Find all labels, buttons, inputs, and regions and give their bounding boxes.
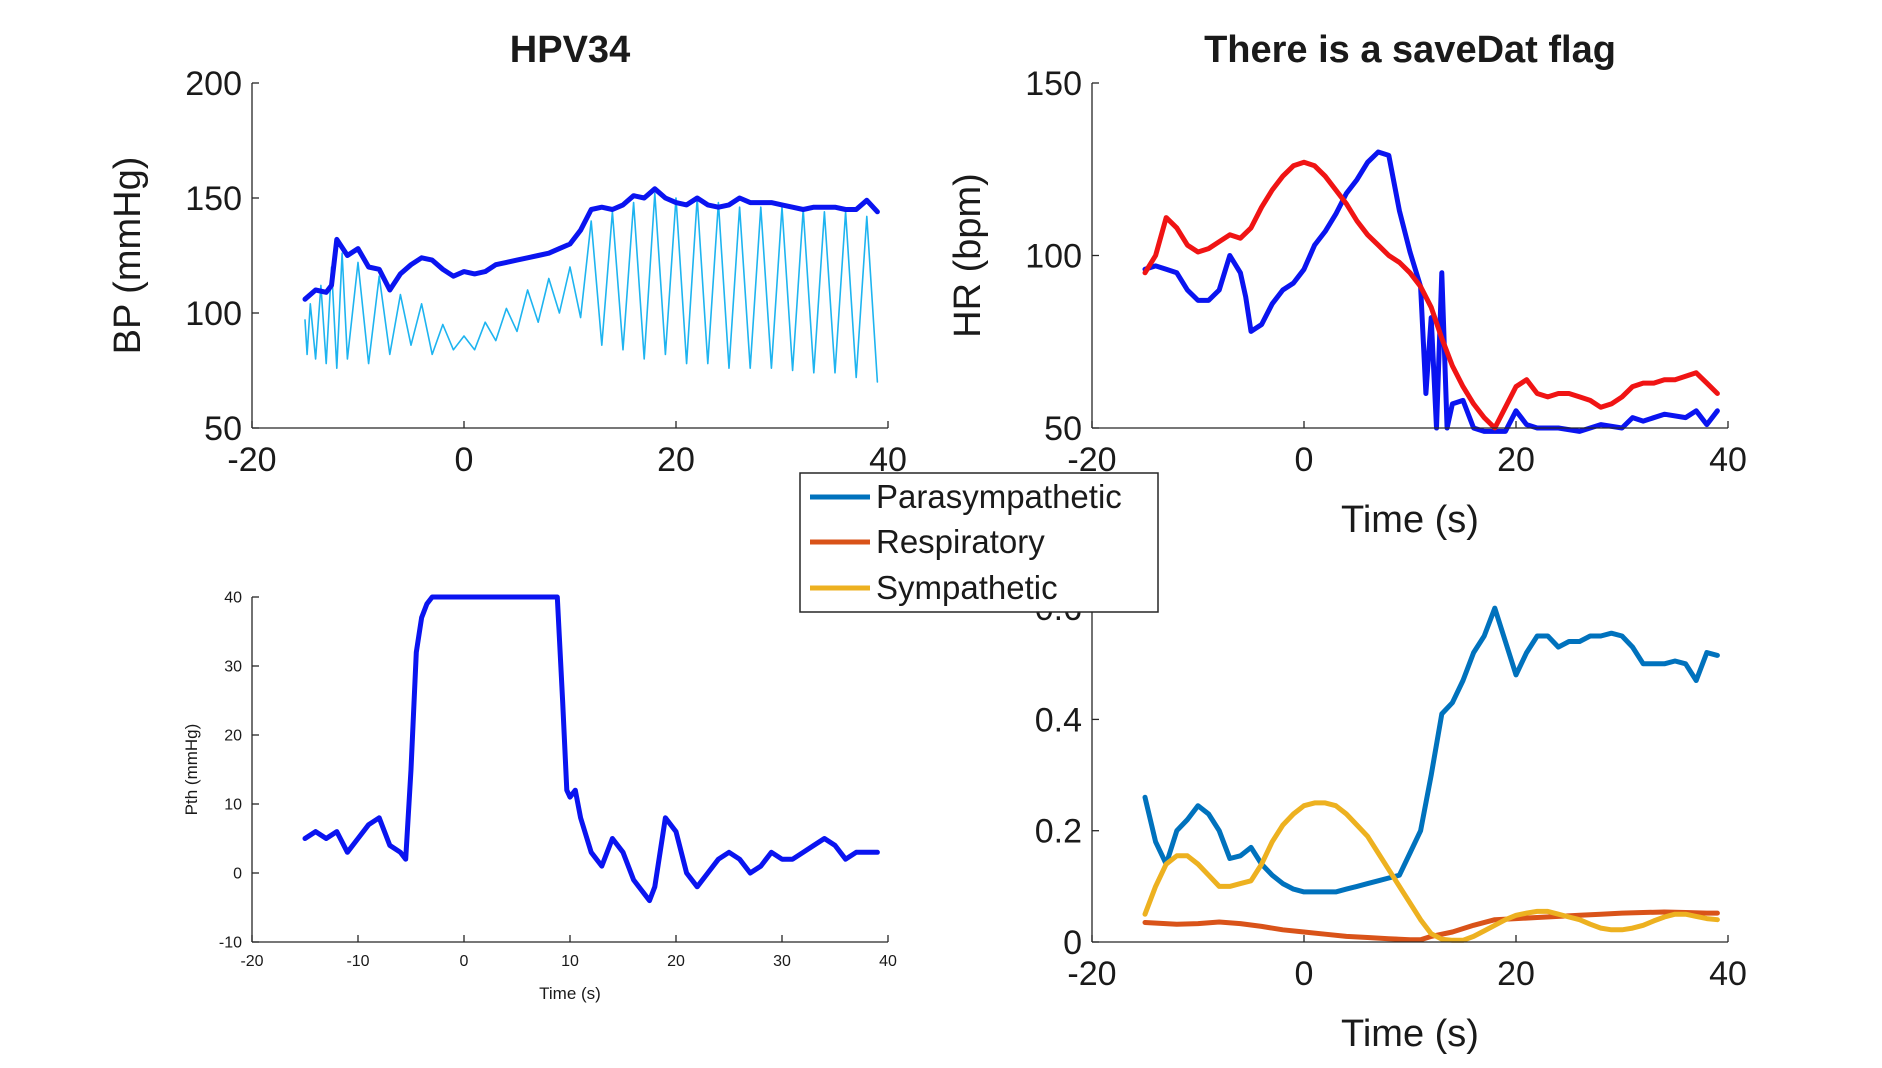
y-tick-label: 0 bbox=[1063, 924, 1082, 962]
y-tick-label: 100 bbox=[185, 295, 242, 333]
y-tick-label: 200 bbox=[185, 65, 242, 103]
x-axis-label: Time (s) bbox=[1341, 499, 1479, 541]
x-tick-label: -20 bbox=[240, 953, 263, 970]
x-tick-label: 20 bbox=[657, 441, 695, 479]
legend-label-respiratory: Respiratory bbox=[876, 523, 1045, 560]
x-tick-label: 10 bbox=[561, 953, 579, 970]
x-tick-label: -10 bbox=[346, 953, 369, 970]
series-line-hr-measured bbox=[1142, 149, 1720, 434]
legend-label-parasympathetic: Parasympathetic bbox=[876, 478, 1122, 515]
series-line-hr-model bbox=[1142, 159, 1720, 431]
x-axis-label: Time (s) bbox=[1341, 1013, 1479, 1055]
y-tick-label: -10 bbox=[219, 935, 242, 952]
y-tick-label: 50 bbox=[1044, 410, 1082, 448]
x-tick-label: 20 bbox=[667, 953, 685, 970]
x-tick-label: 0 bbox=[460, 953, 469, 970]
legend: Parasympathetic Respiratory Sympathetic bbox=[799, 472, 1159, 613]
y-tick-label: 20 bbox=[224, 728, 242, 745]
y-axis-label: Pth (mmHg) bbox=[182, 724, 201, 816]
chart-title: HPV34 bbox=[510, 29, 630, 71]
x-tick-label: 30 bbox=[773, 953, 791, 970]
y-tick-label: 150 bbox=[1025, 65, 1082, 103]
x-tick-label: 0 bbox=[455, 441, 474, 479]
series-line-sympathetic bbox=[1142, 800, 1720, 943]
series-line-pth bbox=[302, 594, 880, 904]
y-tick-label: 0.4 bbox=[1035, 701, 1082, 739]
y-tick-label: 100 bbox=[1025, 237, 1082, 275]
x-tick-label: 20 bbox=[1497, 441, 1535, 479]
chart-title: There is a saveDat flag bbox=[1204, 29, 1616, 71]
x-tick-label: 0 bbox=[1295, 441, 1314, 479]
x-tick-label: 0 bbox=[1295, 955, 1314, 993]
x-tick-label: 40 bbox=[1709, 441, 1747, 479]
x-tick-label: 40 bbox=[879, 953, 897, 970]
y-tick-label: 50 bbox=[204, 410, 242, 448]
y-tick-label: 30 bbox=[224, 659, 242, 676]
series-line-parasympathetic bbox=[1142, 605, 1720, 895]
y-tick-label: 0 bbox=[233, 866, 242, 883]
x-tick-label: -20 bbox=[1067, 955, 1116, 993]
series-line-bp-pulsatile bbox=[304, 192, 879, 383]
x-tick-label: 40 bbox=[1709, 955, 1747, 993]
y-tick-label: 150 bbox=[185, 180, 242, 218]
x-tick-label: 20 bbox=[1497, 955, 1535, 993]
series-line-bp-systolic-envelope bbox=[302, 186, 880, 302]
y-tick-label: 0.2 bbox=[1035, 813, 1082, 851]
x-tick-label: -20 bbox=[227, 441, 276, 479]
y-tick-label: 40 bbox=[224, 590, 242, 607]
x-axis-label: Time (s) bbox=[539, 984, 601, 1003]
legend-label-sympathetic: Sympathetic bbox=[876, 569, 1058, 606]
y-axis-label: BP (mmHg) bbox=[107, 157, 149, 355]
y-axis-label: HR (bpm) bbox=[947, 173, 989, 338]
y-tick-label: 10 bbox=[224, 797, 242, 814]
